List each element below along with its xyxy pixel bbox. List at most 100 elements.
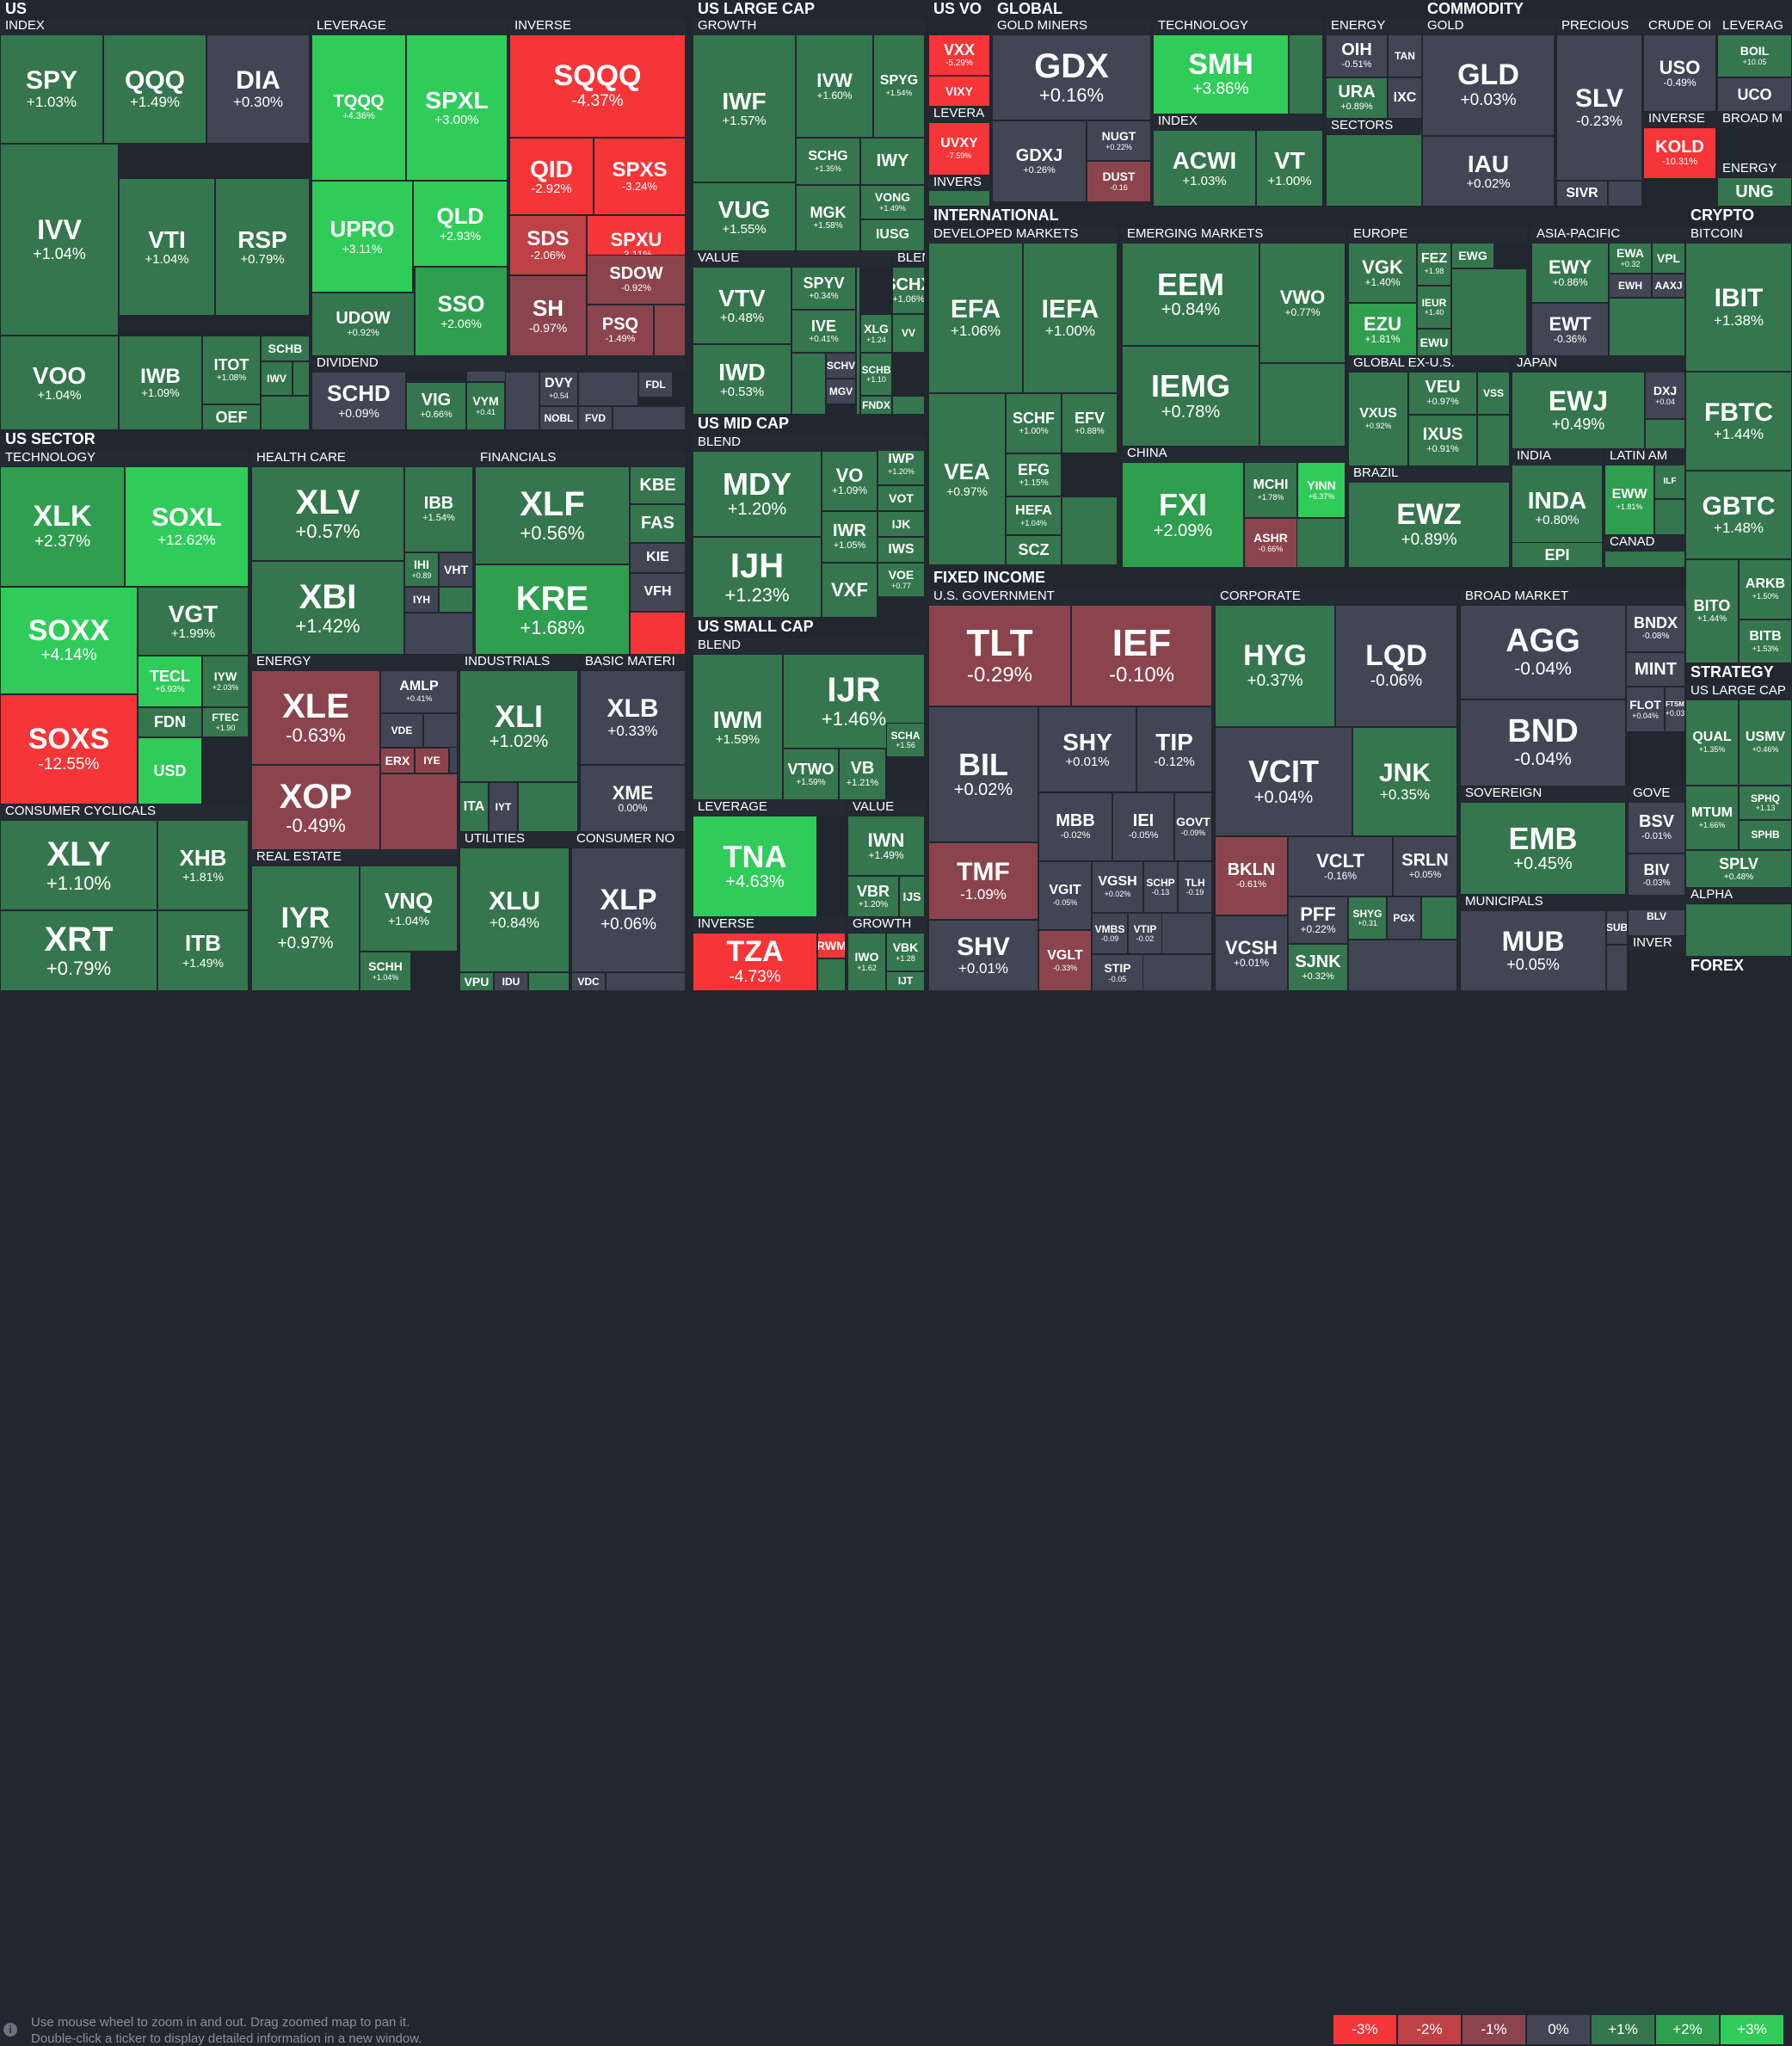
subgroup-header[interactable]: INDEX (0, 19, 310, 34)
ticker-tile-usd[interactable]: USD (138, 737, 202, 804)
minor-etf-tile[interactable] (1348, 940, 1457, 991)
subgroup-header[interactable]: VALUE (693, 251, 890, 267)
ticker-tile-tlt[interactable]: TLT -0.29% (928, 605, 1071, 706)
ticker-tile-tna[interactable]: TNA +4.63% (693, 816, 817, 917)
ticker-tile-ung[interactable]: UNG (1717, 177, 1792, 206)
ticker-tile-eww[interactable]: EWW +1.81% (1604, 465, 1654, 535)
ticker-tile-xbi[interactable]: XBI +1.42% (251, 561, 404, 655)
ticker-tile-rwm[interactable]: RWM (817, 933, 846, 958)
group-header[interactable]: STRATEGY (1685, 663, 1792, 684)
ticker-tile-ive[interactable]: IVE +0.41% (791, 310, 856, 353)
ticker-tile-ura[interactable]: URA +0.89% (1326, 77, 1388, 119)
ticker-tile-ewz[interactable]: EWZ +0.89% (1348, 482, 1510, 568)
subgroup-header[interactable]: ENERGY (1717, 162, 1792, 177)
ticker-tile-spxs[interactable]: SPXS -3.24% (594, 138, 686, 215)
ticker-tile-srln[interactable]: SRLN +0.05% (1393, 836, 1457, 897)
minor-etf-tile[interactable] (1654, 499, 1685, 535)
subgroup-header[interactable]: LATIN AM (1604, 449, 1685, 465)
ticker-tile-tan[interactable]: TAN (1388, 34, 1422, 77)
ticker-tile-schf[interactable]: SCHF +1.00% (1006, 393, 1062, 453)
ticker-tile-mint[interactable]: MINT (1626, 652, 1685, 687)
ticker-tile-qid[interactable]: QID -2.92% (509, 138, 594, 215)
ticker-tile-shyg[interactable]: SHYG +0.31 (1348, 897, 1387, 940)
ticker-tile-epi[interactable]: EPI (1512, 542, 1603, 568)
ticker-tile-sqqq[interactable]: SQQQ -4.37% (509, 34, 686, 138)
ticker-tile-udow[interactable]: UDOW +0.92% (311, 293, 415, 356)
ticker-tile-agg[interactable]: AGG -0.04% (1460, 605, 1626, 699)
ticker-tile-bndx[interactable]: BNDX -0.08% (1626, 605, 1685, 652)
subgroup-header[interactable]: LEVERAGE (693, 800, 846, 816)
ticker-tile-smh[interactable]: SMH +3.86% (1153, 34, 1289, 114)
ticker-tile-bkln[interactable]: BKLN -0.61% (1215, 836, 1288, 915)
ticker-tile-pff[interactable]: PFF +0.22% (1288, 897, 1348, 944)
ticker-tile-ivw[interactable]: IVW +1.60% (796, 34, 873, 138)
ticker-tile-vfh[interactable]: VFH (630, 573, 686, 612)
subgroup-header[interactable]: REAL ESTATE (251, 850, 458, 866)
minor-etf-tile[interactable] (1326, 134, 1422, 206)
ticker-tile-ivv[interactable]: IVV +1.04% (0, 144, 119, 336)
ticker-tile-vht[interactable]: VHT (439, 552, 473, 587)
ticker-tile-tmf[interactable]: TMF -1.09% (928, 842, 1038, 920)
ticker-tile-mgv[interactable]: MGV (826, 379, 856, 404)
ticker-tile-xop[interactable]: XOP -0.49% (251, 765, 380, 850)
subgroup-header[interactable]: INVER (1628, 936, 1685, 952)
subgroup-header[interactable]: INVERS (928, 176, 990, 191)
group-header[interactable]: COMMODITY (1422, 0, 1680, 17)
ticker-tile-vgsh[interactable]: VGSH +0.02% (1092, 861, 1143, 913)
ticker-tile-vdc[interactable]: VDC (571, 972, 606, 991)
group-header[interactable]: INTERNATIONAL (928, 206, 1685, 227)
ticker-tile-shy[interactable]: SHY +0.01% (1038, 706, 1136, 792)
subgroup-header[interactable]: FINANCIALS (475, 451, 686, 466)
ticker-tile-bsv[interactable]: BSV -0.01% (1628, 802, 1685, 854)
subgroup-header[interactable]: INDUSTRIALS (459, 655, 578, 670)
subgroup-header[interactable]: INDEX (1153, 114, 1323, 130)
ticker-tile-ftsm[interactable]: FTSM +0.03 (1665, 687, 1685, 732)
ticker-tile-ashr[interactable]: ASHR -0.66% (1244, 518, 1297, 568)
subgroup-header[interactable]: CANAD (1604, 535, 1685, 551)
subgroup-header[interactable]: BLEND (693, 435, 925, 451)
ticker-tile-xhb[interactable]: XHB +1.81% (157, 820, 249, 910)
subgroup-header[interactable]: DEVELOPED MARKETS (928, 227, 1118, 243)
ticker-tile-fvd[interactable]: FVD (578, 406, 613, 430)
minor-etf-tile[interactable] (423, 713, 458, 748)
ticker-tile-iwb[interactable]: IWB +1.09% (119, 336, 202, 430)
ticker-tile-iefa[interactable]: IEFA +1.00% (1023, 243, 1118, 393)
ticker-tile-xlg[interactable]: XLG +1.24 (860, 314, 892, 353)
ticker-tile-iwm[interactable]: IWM +1.59% (693, 654, 783, 800)
minor-etf-tile[interactable] (1451, 268, 1527, 356)
ticker-tile-xlv[interactable]: XLV +0.57% (251, 466, 404, 561)
minor-etf-tile[interactable] (817, 958, 846, 991)
ticker-tile-ewy[interactable]: EWY +0.86% (1531, 243, 1609, 303)
ticker-tile-iwp[interactable]: IWP +1.20% (878, 444, 925, 485)
ticker-tile-sh[interactable]: SH -0.97% (509, 275, 587, 356)
group-header[interactable]: US SMALL CAP (693, 618, 925, 638)
ticker-tile-qld[interactable]: QLD +2.93% (413, 181, 508, 267)
ticker-tile-oef[interactable]: OEF (202, 404, 261, 430)
subgroup-header[interactable]: VALUE (847, 800, 925, 816)
ticker-tile-aaxj[interactable]: AAXJ (1652, 274, 1685, 298)
ticker-tile-scha[interactable]: SCHA +1.56 (886, 723, 925, 757)
ticker-tile-xlp[interactable]: XLP +0.06% (571, 847, 686, 972)
subgroup-header[interactable]: PRECIOUS (1556, 19, 1642, 34)
ticker-tile-xly[interactable]: XLY +1.10% (0, 820, 157, 910)
ticker-tile-erx[interactable]: ERX (380, 748, 415, 773)
ticker-tile-iyw[interactable]: IYW +2.03% (202, 656, 249, 707)
ticker-tile-ijt[interactable]: IJT (886, 971, 925, 991)
subgroup-header[interactable]: INVERSE (693, 917, 846, 933)
ticker-tile-ief[interactable]: IEF -0.10% (1071, 605, 1212, 706)
subgroup-header[interactable]: CORPORATE (1215, 589, 1457, 605)
ticker-tile-bitb[interactable]: BITB +1.53% (1739, 619, 1792, 663)
ticker-tile-mtum[interactable]: MTUM +1.66% (1685, 786, 1739, 850)
minor-etf-tile[interactable] (380, 773, 458, 850)
ticker-tile-schb[interactable]: SCHB +1.10 (860, 353, 892, 396)
ticker-tile-veu[interactable]: VEU +0.97% (1408, 372, 1477, 415)
ticker-tile-vxus[interactable]: VXUS +0.92% (1348, 372, 1408, 466)
ticker-tile-uvxy[interactable]: UVXY -7.59% (928, 122, 990, 176)
ticker-tile-spyv[interactable]: SPYV +0.34% (791, 267, 856, 310)
subgroup-header[interactable]: BLEND (892, 251, 925, 267)
ticker-tile-schg[interactable]: SCHG +1.35% (796, 138, 860, 185)
group-header[interactable]: CRYPTO (1685, 206, 1792, 227)
ticker-tile-vgt[interactable]: VGT +1.99% (138, 587, 249, 656)
ticker-tile-bito[interactable]: BITO +1.44% (1685, 559, 1739, 663)
minor-etf-tile[interactable] (1606, 945, 1628, 991)
